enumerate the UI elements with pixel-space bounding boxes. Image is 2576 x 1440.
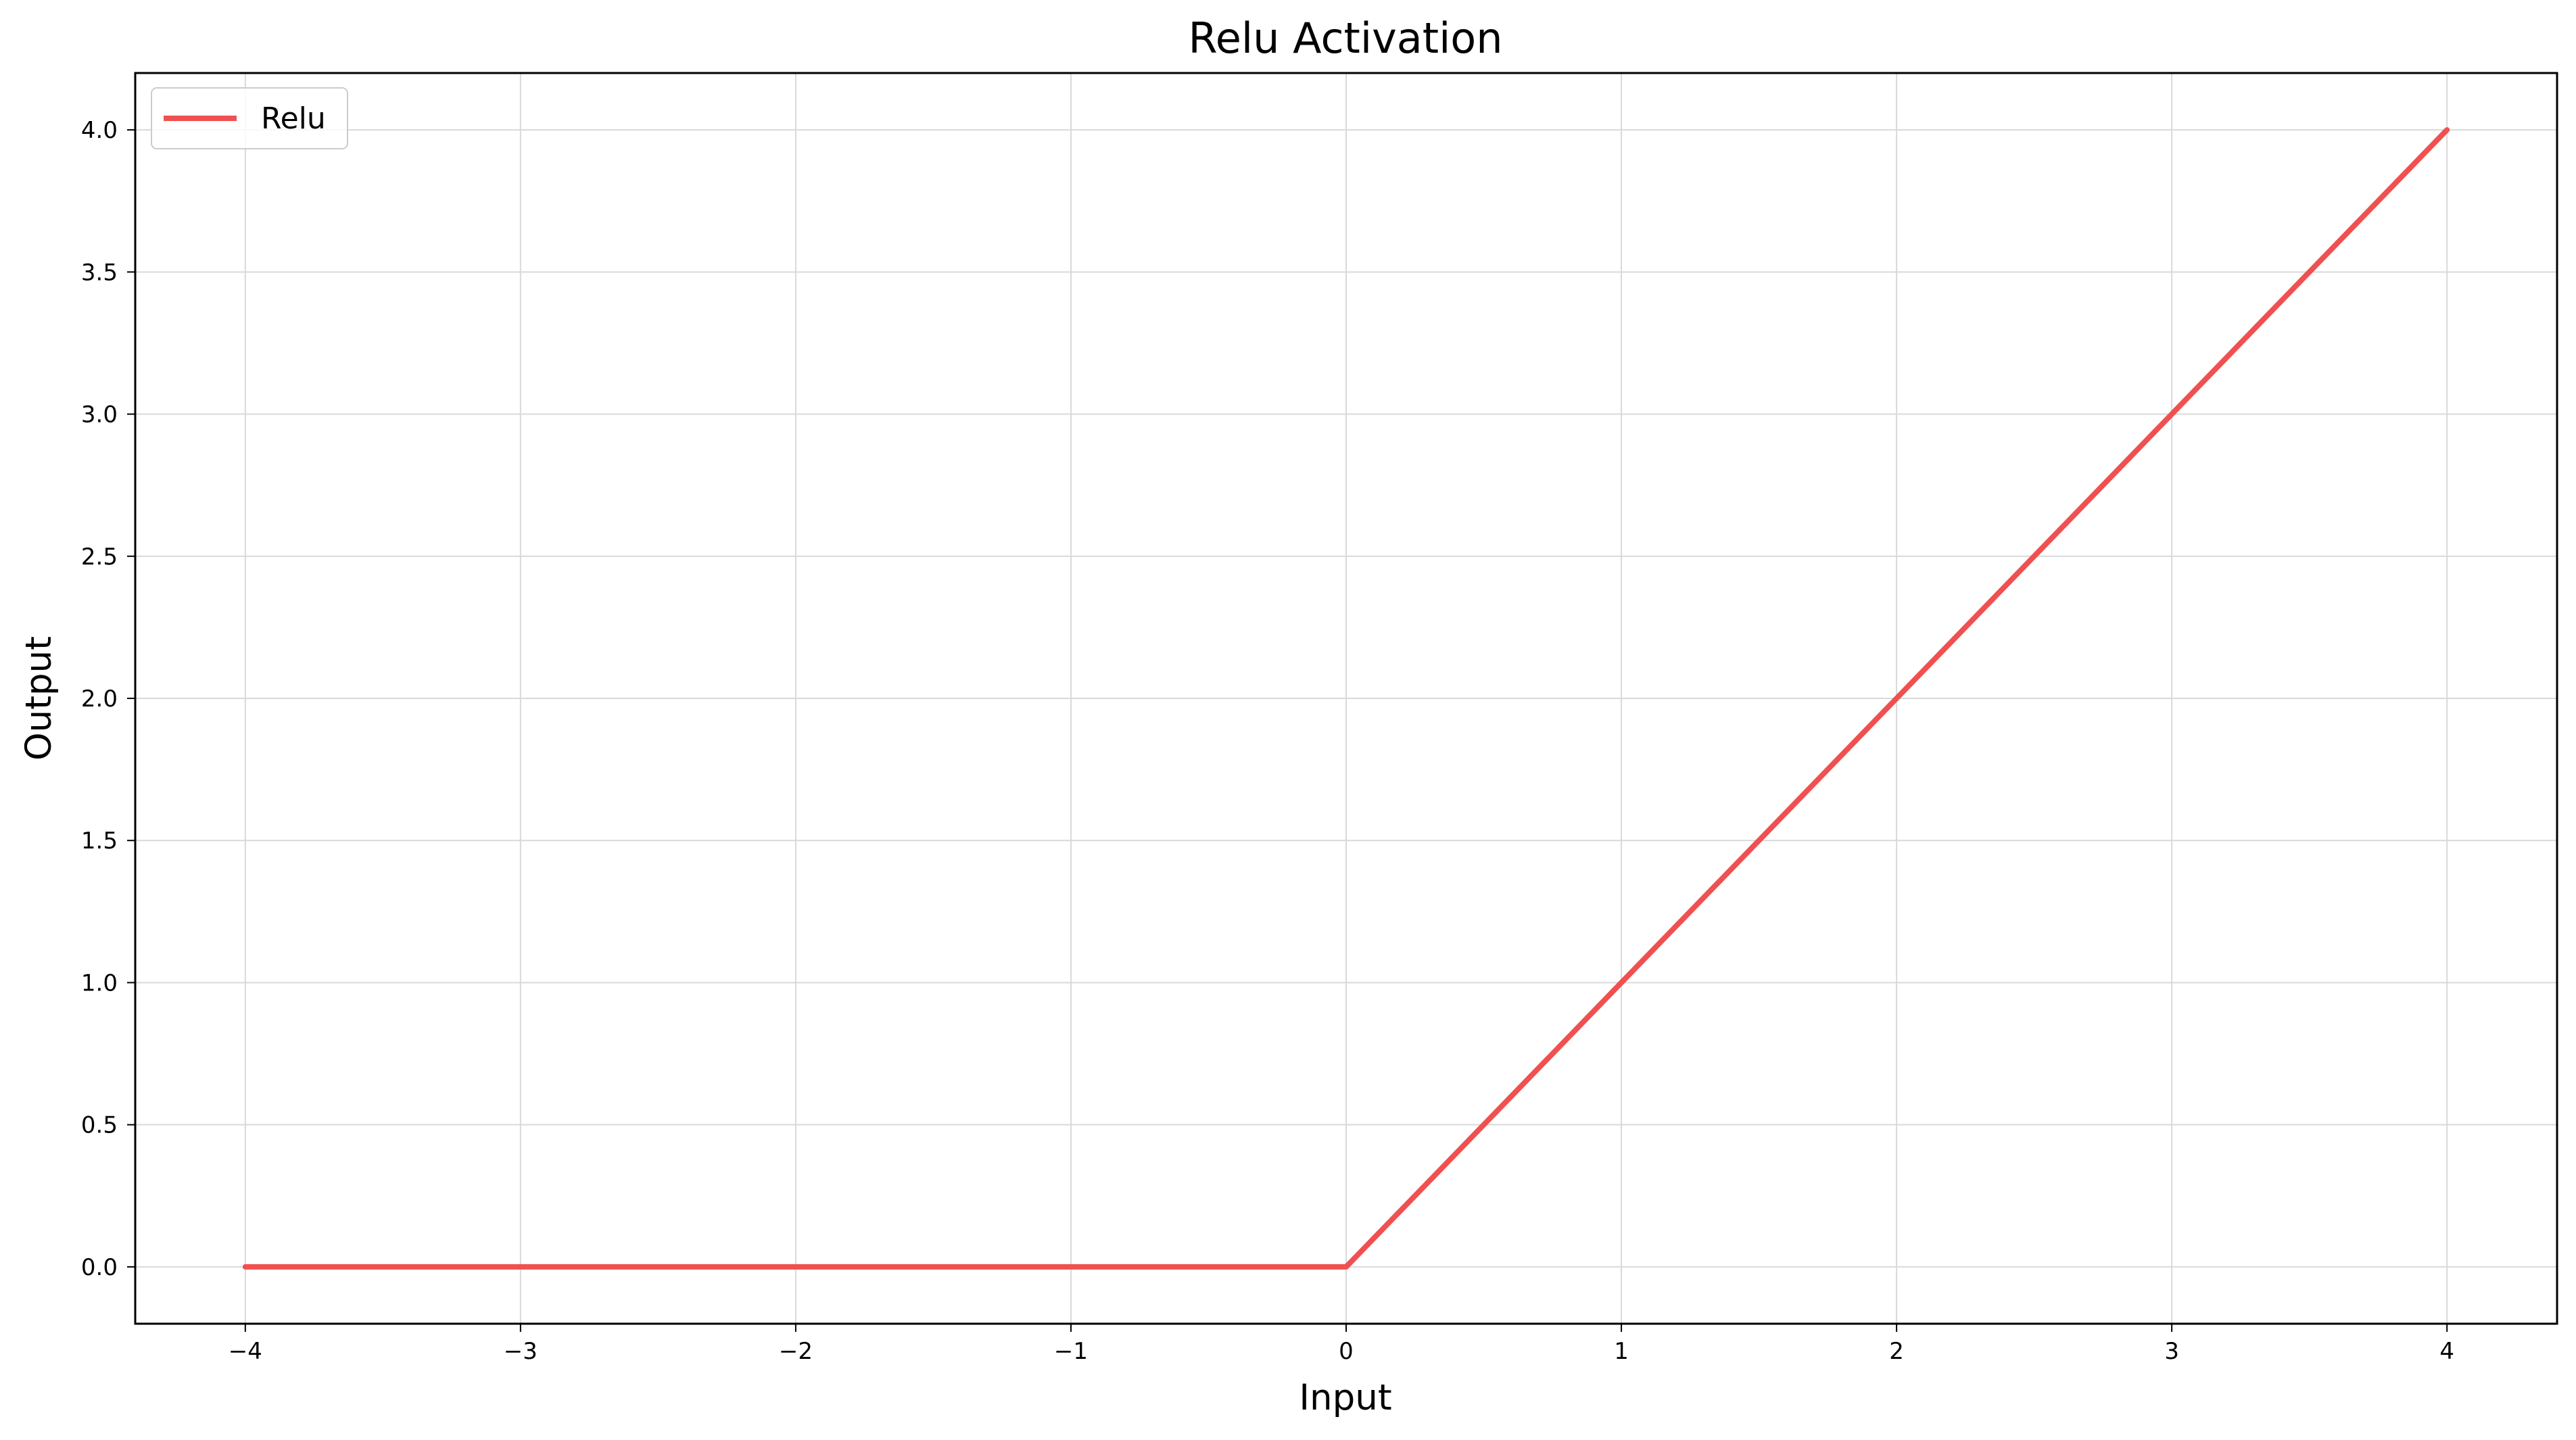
y-tick-label: 2.0 xyxy=(81,686,118,713)
data-point xyxy=(1346,1266,1347,1267)
y-tick-label: 2.5 xyxy=(81,544,118,571)
data-point xyxy=(1070,1266,1071,1267)
y-tick-label: 3.0 xyxy=(81,402,118,429)
x-axis-ticks: −4 −3 −2 −1 0 1 2 3 4 xyxy=(229,1324,2454,1365)
y-axis-ticks: 0.0 0.5 1.0 1.5 2.0 2.5 3.0 3.5 4.0 xyxy=(81,117,135,1281)
y-tick-label: 3.5 xyxy=(81,259,118,286)
y-tick-label: 0.0 xyxy=(81,1254,118,1281)
y-axis-label: Output xyxy=(18,636,59,761)
series-line-relu xyxy=(242,127,2450,1270)
legend-box xyxy=(151,87,348,149)
x-tick-label: −4 xyxy=(229,1338,262,1365)
x-tick-label: 3 xyxy=(2164,1338,2179,1365)
x-tick-label: 1 xyxy=(1614,1338,1629,1365)
y-tick-label: 1.5 xyxy=(81,827,118,855)
x-tick-label: 2 xyxy=(1889,1338,1904,1365)
x-tick-label: −3 xyxy=(504,1338,538,1365)
y-tick-label: 0.5 xyxy=(81,1112,118,1139)
x-tick-label: 0 xyxy=(1339,1338,1354,1365)
data-point xyxy=(520,1266,521,1267)
x-tick-label: 4 xyxy=(2439,1338,2454,1365)
x-tick-label: −2 xyxy=(779,1338,813,1365)
grid xyxy=(135,73,2557,1324)
legend: Relu xyxy=(151,87,348,149)
data-point xyxy=(1621,982,1622,983)
chart-title: Relu Activation xyxy=(1188,14,1502,63)
legend-label-relu: Relu xyxy=(261,101,326,136)
x-tick-label: −1 xyxy=(1054,1338,1088,1365)
data-point xyxy=(795,1266,796,1267)
series-layer xyxy=(242,127,2450,1270)
x-axis-label: Input xyxy=(1299,1377,1391,1418)
y-tick-label: 4.0 xyxy=(81,117,118,144)
y-tick-label: 1.0 xyxy=(81,969,118,997)
